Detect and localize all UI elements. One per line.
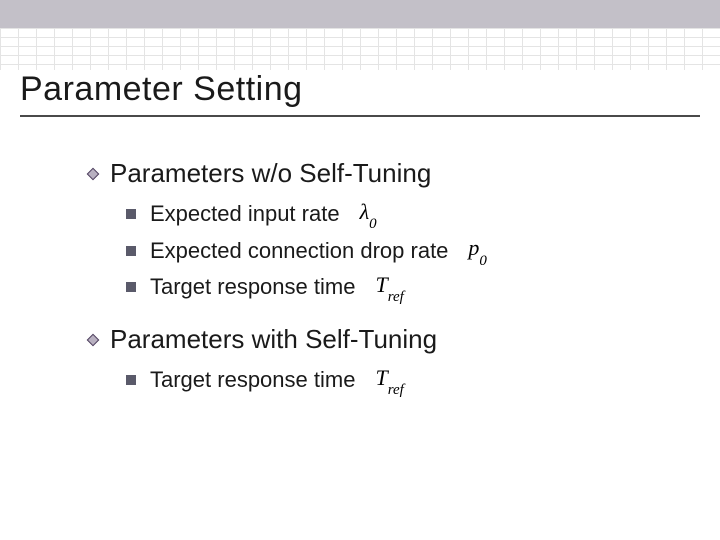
title-region: Parameter Setting	[20, 70, 700, 117]
list-item-symbol: Tref	[375, 272, 403, 302]
title-grid-pattern	[0, 28, 720, 70]
section-items: Target response time Tref	[126, 365, 686, 395]
square-bullet-icon	[126, 246, 136, 256]
list-item-label: Expected input rate	[150, 201, 340, 227]
list-item-symbol: Tref	[375, 365, 403, 395]
list-item-label: Target response time	[150, 367, 355, 393]
section-heading: Parameters with Self-Tuning	[86, 324, 686, 355]
slide-title: Parameter Setting	[20, 70, 700, 117]
square-bullet-icon	[126, 375, 136, 385]
section-items: Expected input rate λ0 Expected connecti…	[126, 199, 686, 302]
list-item: Target response time Tref	[126, 365, 686, 395]
list-item: Expected connection drop rate p0	[126, 235, 686, 265]
title-top-bar	[0, 0, 720, 28]
content-region: Parameters w/o Self-Tuning Expected inpu…	[86, 158, 686, 418]
diamond-bullet-icon	[86, 167, 100, 181]
list-item-label: Target response time	[150, 274, 355, 300]
diamond-bullet-icon	[86, 333, 100, 347]
list-item: Expected input rate λ0	[126, 199, 686, 229]
list-item: Target response time Tref	[126, 272, 686, 302]
list-item-symbol: λ0	[360, 199, 377, 229]
section-heading: Parameters w/o Self-Tuning	[86, 158, 686, 189]
square-bullet-icon	[126, 209, 136, 219]
section-heading-text: Parameters w/o Self-Tuning	[110, 158, 431, 189]
section-heading-text: Parameters with Self-Tuning	[110, 324, 437, 355]
list-item-label: Expected connection drop rate	[150, 238, 448, 264]
list-item-symbol: p0	[468, 235, 486, 265]
square-bullet-icon	[126, 282, 136, 292]
